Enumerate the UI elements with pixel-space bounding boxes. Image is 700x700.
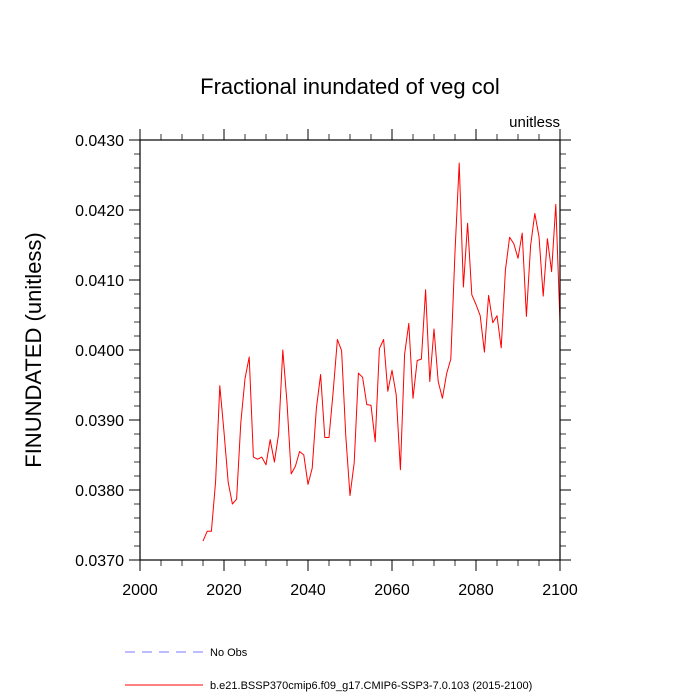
legend-label-model: b.e21.BSSP370cmip6.f09_g17.CMIP6-SSP3-7.… [210,680,532,692]
y-axis-label: FINUNDATED (unitless) [21,232,46,468]
chart-title: Fractional inundated of veg col [200,74,500,99]
x-tick-label: 2040 [290,582,326,599]
y-tick-label: 0.0400 [75,343,124,360]
x-tick-label: 2020 [206,582,242,599]
x-tick-labels: 2000 2020 2040 2060 2080 2100 [122,582,578,599]
y-tick-label: 0.0430 [75,133,124,150]
major-ticks [129,129,571,571]
x-tick-label: 2100 [542,582,578,599]
y-tick-label: 0.0410 [75,273,124,290]
y-tick-label: 0.0370 [75,553,124,570]
x-tick-label: 2000 [122,582,158,599]
y-tick-labels: 0.0370 0.0380 0.0390 0.0400 0.0410 0.0420 0.04… [75,133,124,570]
minor-ticks [134,134,566,566]
x-tick-label: 2060 [374,582,410,599]
y-tick-label: 0.0390 [75,413,124,430]
legend: No Obs b.e21.BSSP370cmip6.f09_g17.CMIP6-… [125,647,532,692]
y-tick-label: 0.0420 [75,203,124,220]
series-line [202,162,561,542]
x-tick-label: 2080 [458,582,494,599]
legend-label-no-obs: No Obs [210,647,248,659]
units-label: unitless [509,114,560,131]
y-tick-label: 0.0380 [75,483,124,500]
plot-frame [139,139,561,561]
